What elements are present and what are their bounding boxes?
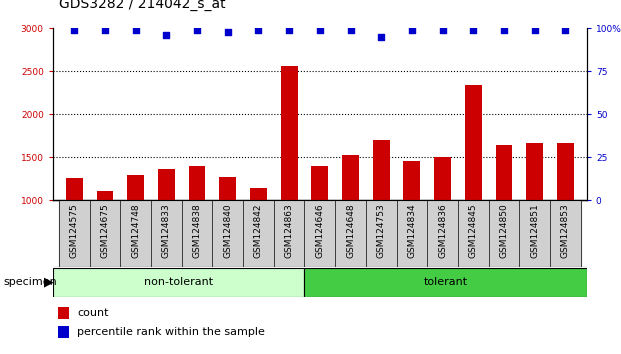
- Text: GSM124648: GSM124648: [346, 203, 355, 258]
- Bar: [465, 85, 482, 200]
- Text: GSM124853: GSM124853: [561, 203, 570, 258]
- Text: GSM124845: GSM124845: [469, 203, 478, 258]
- Bar: [496, 145, 512, 200]
- Text: tolerant: tolerant: [424, 277, 468, 287]
- Point: [376, 34, 386, 40]
- Bar: [427, 200, 458, 267]
- Text: GSM124675: GSM124675: [101, 203, 109, 258]
- Bar: [250, 188, 267, 200]
- Bar: [434, 157, 451, 200]
- Point: [253, 27, 263, 33]
- Bar: [397, 200, 427, 267]
- Bar: [557, 143, 574, 200]
- Bar: [219, 177, 236, 200]
- Text: GSM124851: GSM124851: [530, 203, 539, 258]
- Text: GSM124833: GSM124833: [162, 203, 171, 258]
- Point: [315, 27, 325, 33]
- Point: [438, 27, 448, 33]
- Text: GSM124863: GSM124863: [284, 203, 294, 258]
- Bar: [519, 200, 550, 267]
- Bar: [151, 200, 182, 267]
- Bar: [304, 268, 587, 297]
- Point: [407, 27, 417, 33]
- Text: percentile rank within the sample: percentile rank within the sample: [77, 327, 265, 337]
- Point: [530, 27, 540, 33]
- Text: GDS3282 / 214042_s_at: GDS3282 / 214042_s_at: [59, 0, 225, 11]
- Bar: [550, 200, 581, 267]
- Bar: [127, 175, 144, 200]
- Text: count: count: [77, 308, 109, 318]
- Bar: [304, 200, 335, 267]
- Bar: [189, 166, 206, 200]
- Bar: [526, 143, 543, 200]
- Text: GSM124840: GSM124840: [223, 203, 232, 258]
- Bar: [311, 166, 329, 200]
- Bar: [66, 178, 83, 200]
- Bar: [53, 268, 304, 297]
- Point: [70, 27, 79, 33]
- Bar: [212, 200, 243, 267]
- Text: GSM124850: GSM124850: [499, 203, 509, 258]
- Point: [223, 29, 233, 35]
- Text: non-tolerant: non-tolerant: [144, 277, 213, 287]
- Bar: [366, 200, 397, 267]
- Point: [100, 27, 110, 33]
- Text: specimen: specimen: [3, 277, 57, 287]
- Bar: [274, 200, 304, 267]
- Bar: [58, 307, 69, 319]
- Bar: [59, 200, 89, 267]
- Text: ▶: ▶: [43, 276, 53, 289]
- Bar: [58, 326, 69, 338]
- Bar: [281, 66, 297, 200]
- Bar: [89, 200, 120, 267]
- Point: [499, 27, 509, 33]
- Bar: [335, 200, 366, 267]
- Bar: [120, 200, 151, 267]
- Point: [560, 27, 570, 33]
- Point: [468, 27, 478, 33]
- Bar: [404, 160, 420, 200]
- Bar: [96, 191, 114, 200]
- Point: [345, 27, 355, 33]
- Point: [161, 32, 171, 38]
- Text: GSM124646: GSM124646: [315, 203, 324, 258]
- Text: GSM124748: GSM124748: [131, 203, 140, 258]
- Text: GSM124836: GSM124836: [438, 203, 447, 258]
- Text: GSM124575: GSM124575: [70, 203, 79, 258]
- Bar: [373, 140, 389, 200]
- Bar: [182, 200, 212, 267]
- Bar: [158, 169, 175, 200]
- Bar: [243, 200, 274, 267]
- Text: GSM124834: GSM124834: [407, 203, 417, 258]
- Bar: [489, 200, 519, 267]
- Point: [192, 27, 202, 33]
- Text: GSM124842: GSM124842: [254, 203, 263, 258]
- Bar: [458, 200, 489, 267]
- Text: GSM124838: GSM124838: [193, 203, 202, 258]
- Point: [284, 27, 294, 33]
- Bar: [342, 155, 359, 200]
- Point: [130, 27, 140, 33]
- Text: GSM124753: GSM124753: [377, 203, 386, 258]
